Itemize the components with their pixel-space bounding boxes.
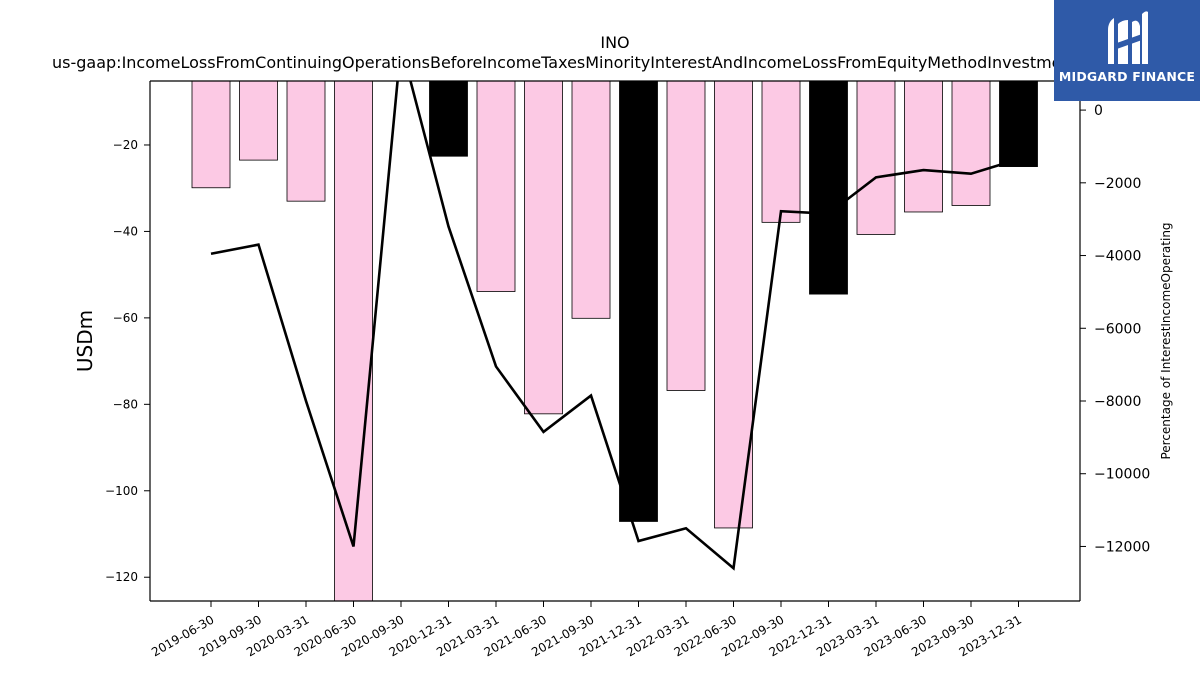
chart-title: INO bbox=[600, 33, 629, 52]
chart-subtitle: us-gaap:IncomeLossFromContinuingOperatio… bbox=[52, 53, 1086, 72]
bar-2023-09-30 bbox=[951, 81, 991, 206]
bar-2023-03-31 bbox=[856, 81, 896, 235]
y2-tick-label: −6000 bbox=[1094, 321, 1141, 337]
line-path bbox=[210, 81, 1019, 571]
bar-2020-06-30 bbox=[334, 81, 373, 601]
bar-2019-06-30 bbox=[191, 81, 231, 189]
bar-2023-06-30 bbox=[904, 81, 943, 213]
bar-2020-03-31 bbox=[286, 81, 326, 202]
y2-tick-label: −10000 bbox=[1094, 467, 1150, 483]
bar-2021-12-31 bbox=[619, 81, 658, 522]
y-tick-label: −40 bbox=[113, 224, 138, 238]
logo-badge: MIDGARD FINANCE bbox=[1054, 0, 1200, 101]
bar-2021-03-31 bbox=[476, 81, 516, 292]
bar-2021-09-30 bbox=[571, 81, 611, 319]
y-tick-label: −100 bbox=[105, 484, 138, 498]
y2-tick-label: −4000 bbox=[1094, 249, 1141, 265]
midgard-logo-icon bbox=[1108, 11, 1148, 65]
bar-2022-03-31 bbox=[666, 81, 706, 391]
y-axis-label: USDm bbox=[73, 310, 97, 372]
bar-series bbox=[191, 81, 1038, 601]
bar-2022-09-30 bbox=[761, 81, 801, 223]
y2-tick-label: −8000 bbox=[1094, 394, 1141, 410]
y-tick-label: −120 bbox=[105, 570, 138, 584]
bar-2020-12-31 bbox=[429, 81, 468, 157]
bar-2019-09-30 bbox=[239, 81, 278, 161]
line-series bbox=[210, 81, 1019, 571]
y-tick-label: −60 bbox=[113, 311, 138, 325]
y2-tick-label: −2000 bbox=[1094, 176, 1141, 192]
y2-tick-label: −12000 bbox=[1094, 539, 1150, 555]
logo-text: MIDGARD FINANCE bbox=[1058, 69, 1196, 84]
bar-2021-06-30 bbox=[524, 81, 563, 415]
bar-2023-12-31 bbox=[999, 81, 1038, 167]
y2-axis-label: Percentage of InterestIncomeOperating bbox=[1159, 222, 1173, 459]
y2-tick-label: 0 bbox=[1094, 103, 1103, 119]
bar-2022-12-31 bbox=[809, 81, 848, 295]
y-tick-label: −20 bbox=[113, 138, 138, 152]
bar-2022-06-30 bbox=[714, 81, 753, 529]
y-tick-label: −80 bbox=[113, 397, 138, 411]
